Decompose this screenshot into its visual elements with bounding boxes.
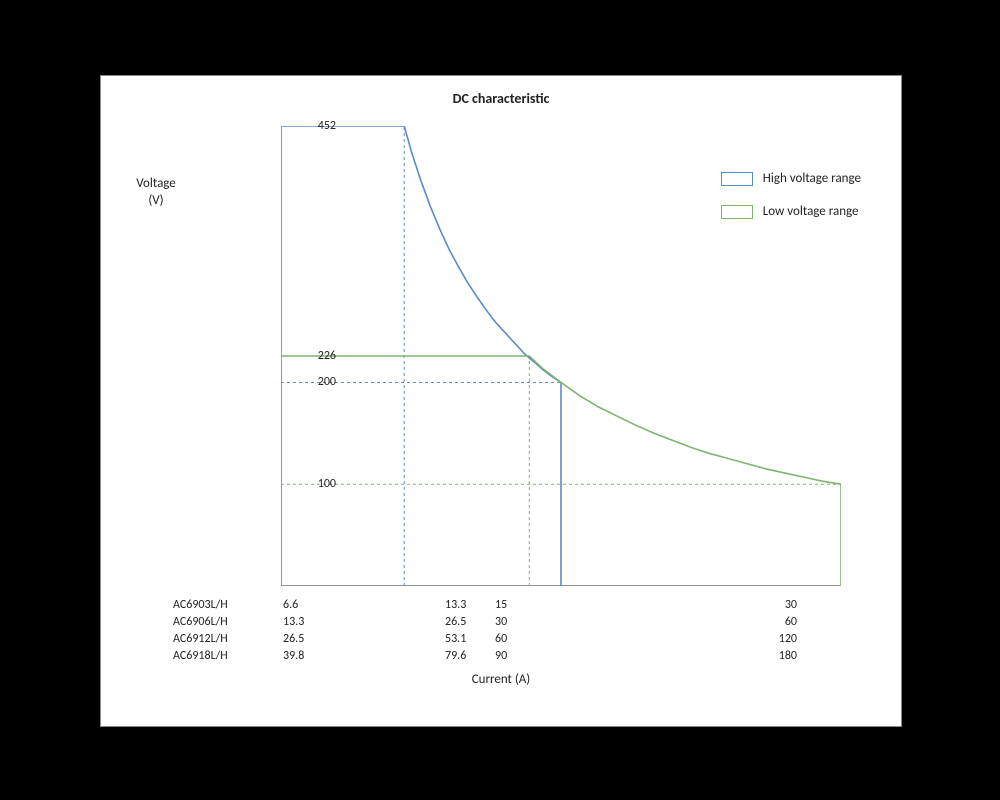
xtable-cell: 60 [557, 615, 797, 630]
xtable-row: AC6903L/H6.613.31530 [173, 598, 797, 613]
legend-swatch [721, 172, 753, 186]
xtable-row: AC6906L/H13.326.53060 [173, 615, 797, 630]
xtable-row: AC6912L/H26.553.160120 [173, 632, 797, 647]
xtable-cell: 15 [495, 598, 555, 613]
chart-title: DC characteristic [101, 90, 901, 107]
xtable-cell: 13.3 [445, 598, 493, 613]
legend-label: High voltage range [763, 171, 861, 186]
xtable-cell: 30 [495, 615, 555, 630]
xtable-cell: 79.6 [445, 649, 493, 664]
xtable-cell: 53.1 [445, 632, 493, 647]
xtable-cell: 6.6 [283, 598, 443, 613]
y-tick: 200 [296, 375, 336, 389]
y-tick: 100 [296, 477, 336, 491]
x-axis-label: Current (A) [101, 672, 901, 687]
y-tick: 452 [296, 119, 336, 133]
legend-label: Low voltage range [763, 204, 859, 219]
legend-swatch [721, 205, 753, 219]
xtable-cell: AC6912L/H [173, 632, 281, 647]
xtable-row: AC6918L/H39.879.690180 [173, 649, 797, 664]
xtable-cell: AC6906L/H [173, 615, 281, 630]
xtable-cell: 120 [557, 632, 797, 647]
legend-item: Low voltage range [721, 204, 861, 219]
y-axis-label: Voltage(V) [121, 176, 191, 210]
xtable-cell: 39.8 [283, 649, 443, 664]
xtable-cell: 13.3 [283, 615, 443, 630]
legend-item: High voltage range [721, 171, 861, 186]
xtable-cell: AC6903L/H [173, 598, 281, 613]
xtable-cell: 60 [495, 632, 555, 647]
xtable-cell: 26.5 [445, 615, 493, 630]
chart-frame: DC characteristic Voltage(V) 452 226 200 10… [100, 75, 902, 727]
xtable-cell: AC6918L/H [173, 649, 281, 664]
xtable-cell: 26.5 [283, 632, 443, 647]
x-axis-table: AC6903L/H6.613.31530AC6906L/H13.326.5306… [171, 596, 799, 666]
legend: High voltage range Low voltage range [721, 171, 861, 237]
xtable-cell: 90 [495, 649, 555, 664]
y-tick: 226 [296, 349, 336, 363]
xtable-cell: 180 [557, 649, 797, 664]
xtable-cell: 30 [557, 598, 797, 613]
